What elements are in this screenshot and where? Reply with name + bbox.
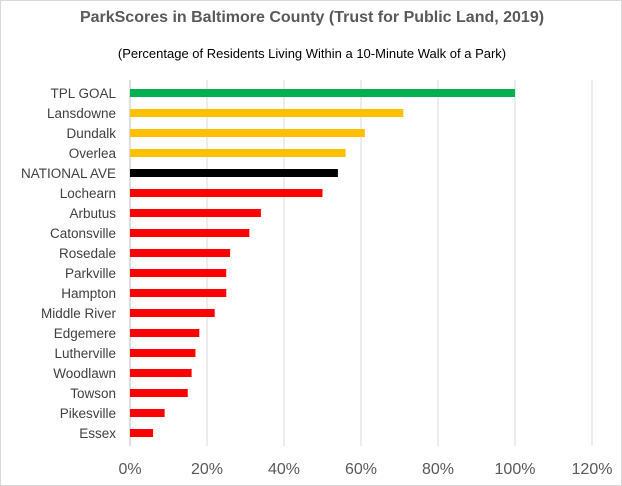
- category-label: NATIONAL AVE: [21, 166, 116, 181]
- x-tick-label: 0%: [118, 461, 141, 478]
- bar-towson: [130, 389, 188, 397]
- bar-lutherville: [130, 349, 196, 357]
- x-tick-label: 80%: [422, 461, 454, 478]
- category-label: Edgemere: [54, 326, 116, 341]
- bars: [130, 89, 515, 437]
- category-label: Woodlawn: [53, 366, 116, 381]
- category-label: Dundalk: [66, 126, 116, 141]
- category-label: Catonsville: [50, 226, 116, 241]
- bar-middle-river: [130, 309, 215, 317]
- category-label: Lutherville: [54, 346, 116, 361]
- bar-essex: [130, 429, 154, 437]
- x-tick-label: 20%: [191, 461, 223, 478]
- bar-arbutus: [130, 209, 261, 217]
- x-tick-label: 60%: [345, 461, 377, 478]
- bar-pikesville: [130, 409, 165, 417]
- category-label: Overlea: [69, 146, 117, 161]
- bar-lochearn: [130, 189, 323, 197]
- category-label: Pikesville: [60, 406, 116, 421]
- category-label: Essex: [79, 426, 116, 441]
- category-label: Lochearn: [60, 186, 116, 201]
- bar-woodlawn: [130, 369, 192, 377]
- category-label: Middle River: [41, 306, 117, 321]
- x-tick-label: 40%: [268, 461, 300, 478]
- bar-catonsville: [130, 229, 250, 237]
- bar-dundalk: [130, 129, 365, 137]
- category-label: Lansdowne: [47, 106, 116, 121]
- chart-subtitle: (Percentage of Residents Living Within a…: [117, 46, 507, 61]
- category-label: Arbutus: [69, 206, 116, 221]
- bar-national-ave: [130, 169, 338, 177]
- bar-edgemere: [130, 329, 200, 337]
- bar-tpl-goal: [130, 89, 515, 97]
- category-label: Towson: [70, 386, 116, 401]
- bar-overlea: [130, 149, 346, 157]
- bar-hampton: [130, 289, 227, 297]
- category-labels: TPL GOAL Lansdowne Dundalk Overlea NATIONAL …: [21, 86, 117, 441]
- bar-rosedale: [130, 249, 231, 257]
- gridlines: [129, 80, 593, 446]
- bar-lansdowne: [130, 109, 404, 117]
- x-tick-label: 120%: [572, 461, 613, 478]
- x-tick-label: 100%: [495, 461, 536, 478]
- category-label: Rosedale: [59, 246, 116, 261]
- category-label: Parkville: [65, 266, 116, 281]
- bar-parkville: [130, 269, 227, 277]
- x-tick-labels: 0% 20% 40% 60% 80% 100% 120%: [118, 461, 612, 478]
- category-label: TPL GOAL: [50, 86, 116, 101]
- chart-title: ParkScores in Baltimore County (Trust fo…: [79, 9, 545, 26]
- category-label: Hampton: [61, 286, 116, 301]
